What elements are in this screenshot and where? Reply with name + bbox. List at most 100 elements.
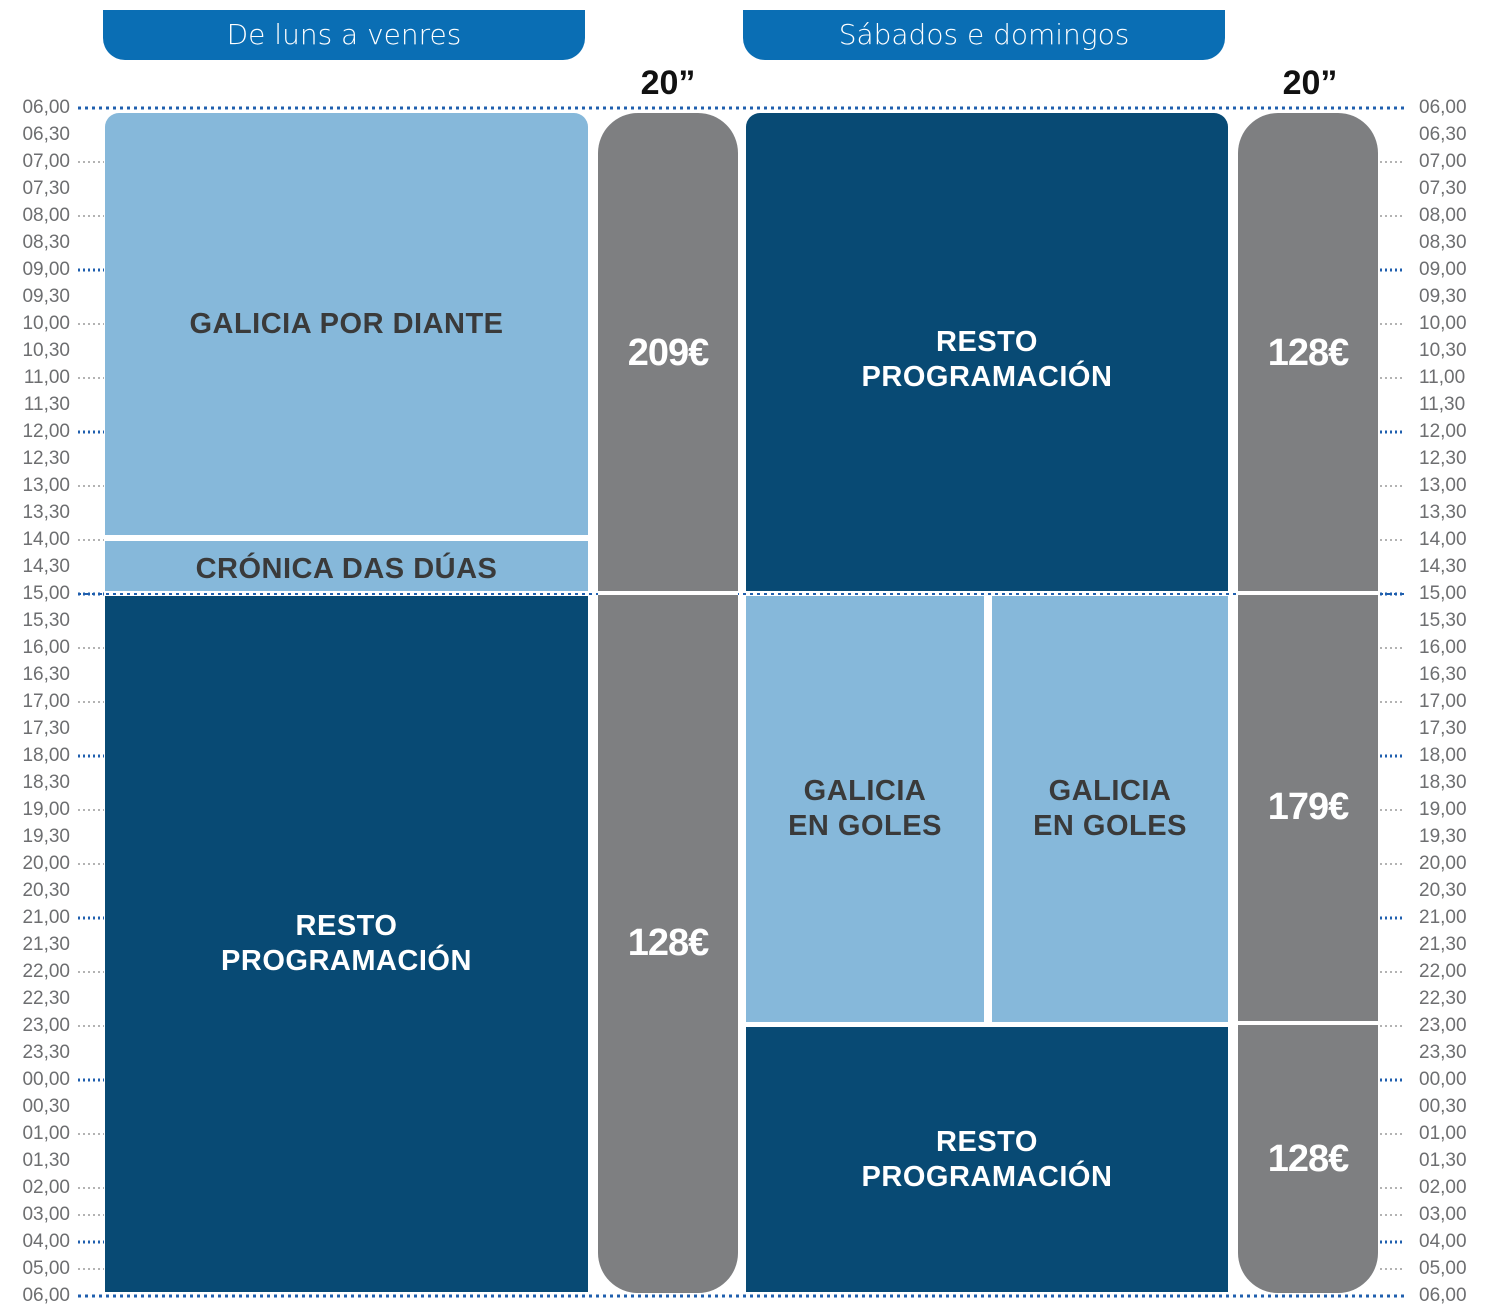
time-label-left: 00,00 [22,1069,70,1090]
galicia-en-goles-block-2: GALICIA EN GOLES [992,596,1228,1022]
galicia-en-goles-2-line2: EN GOLES [1033,810,1187,842]
time-label-right: 23,00 [1419,1015,1467,1036]
weekend-resto-morning-block: RESTO PROGRAMACIÓN [746,113,1228,591]
galicia-en-goles-1-line2: EN GOLES [788,810,942,842]
time-label-left: 08,30 [22,232,70,253]
time-label-right: 16,00 [1419,637,1467,658]
time-label-left: 14,30 [22,556,70,577]
time-label-right: 14,00 [1419,529,1467,550]
galicia-por-diante-block: GALICIA POR DIANTE [105,113,588,535]
tab-weekdays: De luns a venres [103,10,585,60]
weekday-resto-line1: RESTO [295,910,398,942]
weekend-resto-morning-line2: PROGRAMACIÓN [861,361,1113,393]
time-label-right: 06,30 [1419,124,1467,145]
weekend-resto-night-line1: RESTO [936,1125,1038,1158]
time-label-right: 00,00 [1419,1069,1467,1090]
time-label-right: 20,30 [1419,880,1467,901]
time-label-left: 04,00 [22,1231,70,1252]
time-label-left: 20,30 [22,880,70,901]
time-label-right: 08,00 [1419,205,1467,226]
time-label-left: 16,30 [22,664,70,685]
time-label-right: 19,30 [1419,826,1467,847]
time-label-right: 01,00 [1419,1123,1467,1144]
time-label-left: 11,00 [23,367,70,388]
time-label-left: 02,00 [22,1177,70,1198]
weekend-resto-night-block: RESTO PROGRAMACIÓN [746,1027,1228,1292]
time-label-right: 21,30 [1419,934,1467,955]
time-label-right: 16,30 [1419,664,1467,685]
time-label-right: 14,30 [1419,556,1467,577]
time-label-right: 06,00 [1419,97,1467,118]
weekday-price-morning: 209€ [627,332,710,374]
galicia-por-diante-title: GALICIA POR DIANTE [189,307,504,340]
time-label-left: 23,00 [22,1015,70,1036]
time-label-right: 12,30 [1419,448,1467,469]
time-label-right: 17,30 [1419,718,1467,739]
weekend-price-divider-2 [1238,1021,1378,1025]
time-label-right: 06,00 [1419,1285,1467,1306]
time-label-left: 07,30 [22,178,70,199]
time-label-left: 09,30 [22,286,70,307]
time-label-left: 12,00 [22,421,70,442]
weekend-price-divider-1 [1238,591,1378,595]
weekend-price-column [1238,113,1378,1293]
time-label-right: 18,30 [1419,772,1467,793]
weekday-resto-line2: PROGRAMACIÓN [221,945,472,977]
time-label-right: 02,00 [1419,1177,1467,1198]
time-label-left: 15,00 [22,583,70,604]
time-label-left: 08,00 [22,205,70,226]
time-label-right: 13,30 [1419,502,1467,523]
time-label-right: 18,00 [1419,745,1467,766]
time-label-right: 22,30 [1419,988,1467,1009]
time-label-right: 07,00 [1419,151,1467,172]
time-label-right: 22,00 [1419,961,1467,982]
time-label-left: 11,30 [23,394,70,415]
time-label-right: 10,30 [1419,340,1467,361]
time-label-left: 13,00 [22,475,70,496]
time-label-left: 16,00 [22,637,70,658]
time-label-left: 00,30 [22,1096,70,1117]
time-label-left: 06,00 [22,1285,70,1306]
time-label-left: 18,30 [22,772,70,793]
time-label-right: 20,00 [1419,853,1467,874]
time-label-right: 03,00 [1419,1204,1467,1225]
weekday-spot-duration: 20” [640,64,696,102]
time-label-right: 08,30 [1419,232,1467,253]
time-label-left: 15,30 [22,610,70,631]
galicia-en-goles-2-line1: GALICIA [1048,775,1172,807]
time-label-right: 10,00 [1419,313,1467,334]
weekday-resto-programacion-block: RESTO PROGRAMACIÓN [105,596,588,1292]
weekday-price-rest: 128€ [627,922,710,964]
time-label-left: 19,30 [22,826,70,847]
weekend-price-morning: 128€ [1267,332,1350,374]
time-label-right: 15,30 [1419,610,1467,631]
time-label-right: 01,30 [1419,1150,1467,1171]
time-label-right: 21,00 [1419,907,1467,928]
time-label-left: 22,00 [22,961,70,982]
weekend-spot-duration: 20” [1282,64,1338,102]
time-label-left: 10,00 [22,313,70,334]
time-label-left: 20,00 [22,853,70,874]
time-label-right: 00,30 [1419,1096,1467,1117]
time-label-left: 10,30 [22,340,70,361]
time-label-left: 13,30 [22,502,70,523]
weekend-price-night: 128€ [1267,1138,1350,1180]
time-label-left: 06,00 [22,97,70,118]
time-label-right: 15,00 [1419,583,1467,604]
time-label-right: 17,00 [1419,691,1467,712]
time-label-left: 01,00 [22,1123,70,1144]
time-label-right: 11,00 [1419,367,1466,388]
galicia-en-goles-1-line1: GALICIA [803,775,927,807]
time-label-left: 09,00 [22,259,70,280]
time-label-right: 09,00 [1419,259,1467,280]
time-label-right: 09,30 [1419,286,1467,307]
time-label-left: 19,00 [22,799,70,820]
time-label-left: 06,30 [22,124,70,145]
weekday-price-divider [598,591,738,595]
time-label-left: 21,30 [22,934,70,955]
time-label-left: 22,30 [22,988,70,1009]
time-label-left: 21,00 [22,907,70,928]
weekend-resto-night-line2: PROGRAMACIÓN [861,1160,1113,1193]
time-label-left: 17,30 [22,718,70,739]
